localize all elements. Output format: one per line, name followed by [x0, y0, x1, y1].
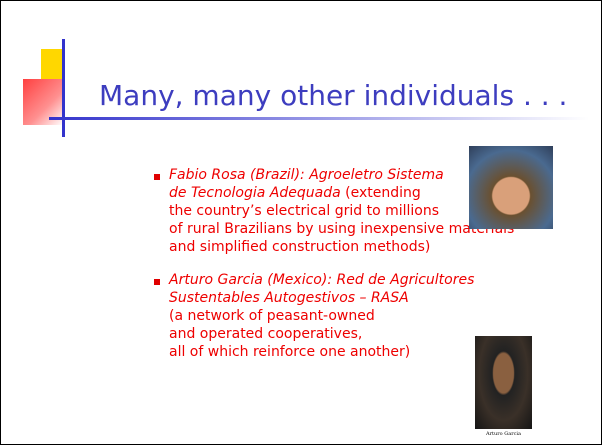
- title-rule: [49, 117, 589, 120]
- description-line: and operated cooperatives,: [169, 325, 362, 343]
- bullet: [154, 279, 160, 285]
- description-line: all of which reinforce one another): [169, 343, 410, 361]
- description-line: (a network of peasant-owned: [169, 307, 375, 325]
- description-line: the country’s electrical grid to million…: [169, 202, 439, 220]
- name-line: Arturo Garcia (Mexico): Red de Agriculto…: [169, 271, 474, 289]
- photo: [469, 146, 553, 229]
- description-line: of rural Brazilians by using inexpensive…: [169, 220, 514, 238]
- slide-title: Many, many other individuals . . .: [99, 79, 567, 112]
- text-line: de Tecnologia Adequada (extending: [169, 184, 421, 202]
- name-line: Fabio Rosa (Brazil): Agroeletro Sistema: [169, 166, 444, 184]
- description-line: (extending: [345, 185, 421, 201]
- photo-caption: Arturo Garcia: [475, 431, 532, 437]
- deco-vertical: [62, 39, 65, 137]
- photo: [475, 336, 532, 429]
- name-line: de Tecnologia Adequada: [169, 185, 341, 201]
- bullet: [154, 174, 160, 180]
- name-line: Sustentables Autogestivos – RASA: [169, 289, 409, 307]
- description-line: and simplified construction methods): [169, 238, 430, 256]
- slide: Many, many other individuals . . . Fabio…: [0, 0, 602, 445]
